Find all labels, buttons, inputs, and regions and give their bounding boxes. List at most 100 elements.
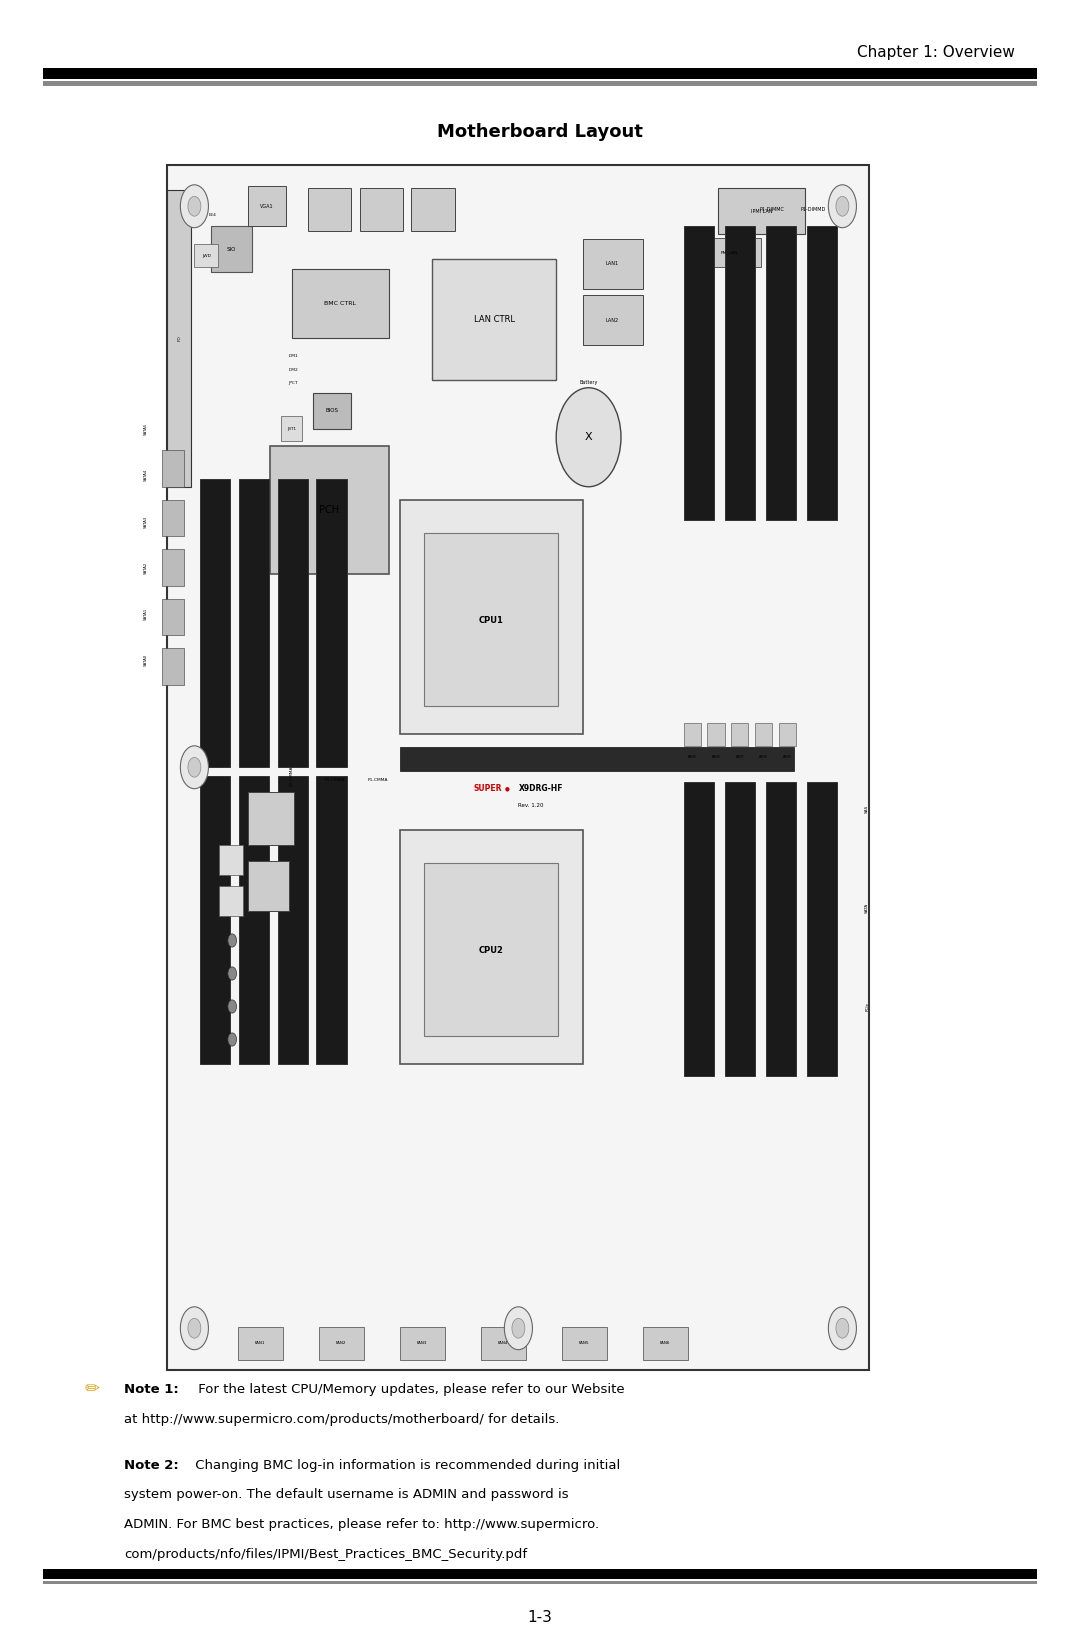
Text: FAN5: FAN5	[688, 756, 697, 759]
Text: FAN9: FAN9	[783, 756, 792, 759]
Bar	[162, 450, 184, 487]
Text: I/O: I/O	[177, 335, 181, 342]
Text: SUPER: SUPER	[474, 784, 502, 794]
Bar	[755, 723, 772, 746]
Circle shape	[504, 1307, 532, 1350]
Text: Note 2:: Note 2:	[124, 1459, 179, 1472]
Bar	[583, 295, 643, 345]
Text: FAN6: FAN6	[712, 756, 720, 759]
Bar	[807, 782, 837, 1076]
Circle shape	[828, 1307, 856, 1350]
Bar	[779, 723, 796, 746]
Text: PCIe: PCIe	[865, 1002, 869, 1011]
Text: SATA3: SATA3	[144, 515, 148, 528]
Bar	[316, 478, 347, 767]
Text: PCH: PCH	[320, 505, 339, 515]
Text: ●: ●	[504, 785, 509, 792]
Bar	[278, 478, 308, 767]
Text: P1-DIMMC: P1-DIMMC	[759, 206, 785, 213]
Text: SATA0: SATA0	[144, 653, 148, 667]
Text: ADMIN. For BMC best practices, please refer to: http://www.supermicro.: ADMIN. For BMC best practices, please re…	[124, 1518, 599, 1531]
Bar	[684, 782, 714, 1076]
Text: FAN3: FAN3	[417, 1341, 428, 1345]
Bar	[684, 723, 701, 746]
Bar	[360, 188, 403, 231]
Bar	[411, 188, 455, 231]
Bar	[432, 259, 556, 380]
Text: JBT1: JBT1	[287, 427, 296, 431]
Circle shape	[188, 196, 201, 216]
Bar	[766, 782, 796, 1076]
Bar	[194, 244, 218, 267]
Bar	[562, 1327, 607, 1360]
Bar	[316, 776, 347, 1064]
Bar	[248, 792, 294, 845]
Text: Changing BMC log-in information is recommended during initial: Changing BMC log-in information is recom…	[191, 1459, 620, 1472]
Bar	[43, 1581, 1037, 1584]
Bar	[43, 81, 1037, 86]
Circle shape	[512, 1318, 525, 1338]
Bar	[313, 393, 351, 429]
Bar	[583, 239, 643, 289]
Bar	[308, 188, 351, 231]
Circle shape	[228, 934, 237, 947]
Text: Motherboard Layout: Motherboard Layout	[437, 124, 643, 140]
Bar	[248, 186, 286, 226]
Bar	[162, 648, 184, 685]
Bar	[281, 416, 302, 441]
Text: FAN5: FAN5	[579, 1341, 590, 1345]
Bar	[278, 776, 308, 1064]
Text: SATA1: SATA1	[144, 607, 148, 620]
Text: CPU1: CPU1	[478, 615, 504, 625]
Bar	[424, 533, 558, 706]
Circle shape	[228, 1000, 237, 1013]
Text: Note 1:: Note 1:	[124, 1383, 179, 1396]
Circle shape	[180, 746, 208, 789]
Text: BIOS: BIOS	[325, 408, 339, 414]
Bar	[643, 1327, 688, 1360]
Text: LE4: LE4	[208, 213, 217, 216]
Bar	[239, 478, 269, 767]
Text: SATA: SATA	[865, 903, 869, 912]
Text: FAN2: FAN2	[336, 1341, 347, 1345]
Bar	[211, 226, 252, 272]
Circle shape	[180, 1307, 208, 1350]
Text: com/products/nfo/files/IPMI/Best_Practices_BMC_Security.pdf: com/products/nfo/files/IPMI/Best_Practic…	[124, 1548, 527, 1561]
Text: For the latest CPU/Memory updates, please refer to our Website: For the latest CPU/Memory updates, pleas…	[194, 1383, 625, 1396]
Text: VGA1: VGA1	[260, 203, 273, 210]
Text: Battery: Battery	[579, 380, 598, 386]
Bar	[400, 747, 794, 771]
Bar	[292, 269, 389, 338]
Text: JWD: JWD	[202, 254, 211, 257]
Bar	[162, 549, 184, 586]
Text: IPMI LAN: IPMI LAN	[751, 208, 772, 214]
Circle shape	[836, 196, 849, 216]
Bar	[815, 307, 835, 323]
Bar	[807, 226, 837, 520]
Bar	[400, 830, 583, 1064]
Circle shape	[188, 1318, 201, 1338]
Text: Rev. 1.20: Rev. 1.20	[518, 802, 544, 808]
Text: SATA5: SATA5	[144, 422, 148, 436]
Bar	[815, 261, 835, 277]
Bar	[766, 226, 796, 520]
Text: Chapter 1: Overview: Chapter 1: Overview	[858, 45, 1015, 61]
Text: SATA4: SATA4	[144, 469, 148, 482]
Text: P1-CMMB: P1-CMMB	[325, 779, 345, 782]
Text: at http://www.supermicro.com/products/motherboard/ for details.: at http://www.supermicro.com/products/mo…	[124, 1412, 559, 1426]
Text: DM1: DM1	[288, 355, 298, 358]
Bar	[43, 1569, 1037, 1579]
Text: FAN1: FAN1	[255, 1341, 266, 1345]
Bar	[400, 1327, 445, 1360]
Text: FAN7: FAN7	[735, 756, 744, 759]
Bar	[815, 238, 835, 254]
Bar	[725, 782, 755, 1076]
Text: CPU2: CPU2	[478, 945, 504, 955]
Text: X: X	[584, 432, 593, 442]
Bar	[684, 226, 714, 520]
Text: LAN2: LAN2	[606, 317, 619, 323]
Text: JPCT: JPCT	[288, 381, 298, 384]
Bar	[43, 68, 1037, 79]
Bar	[270, 446, 389, 574]
Bar	[481, 1327, 526, 1360]
